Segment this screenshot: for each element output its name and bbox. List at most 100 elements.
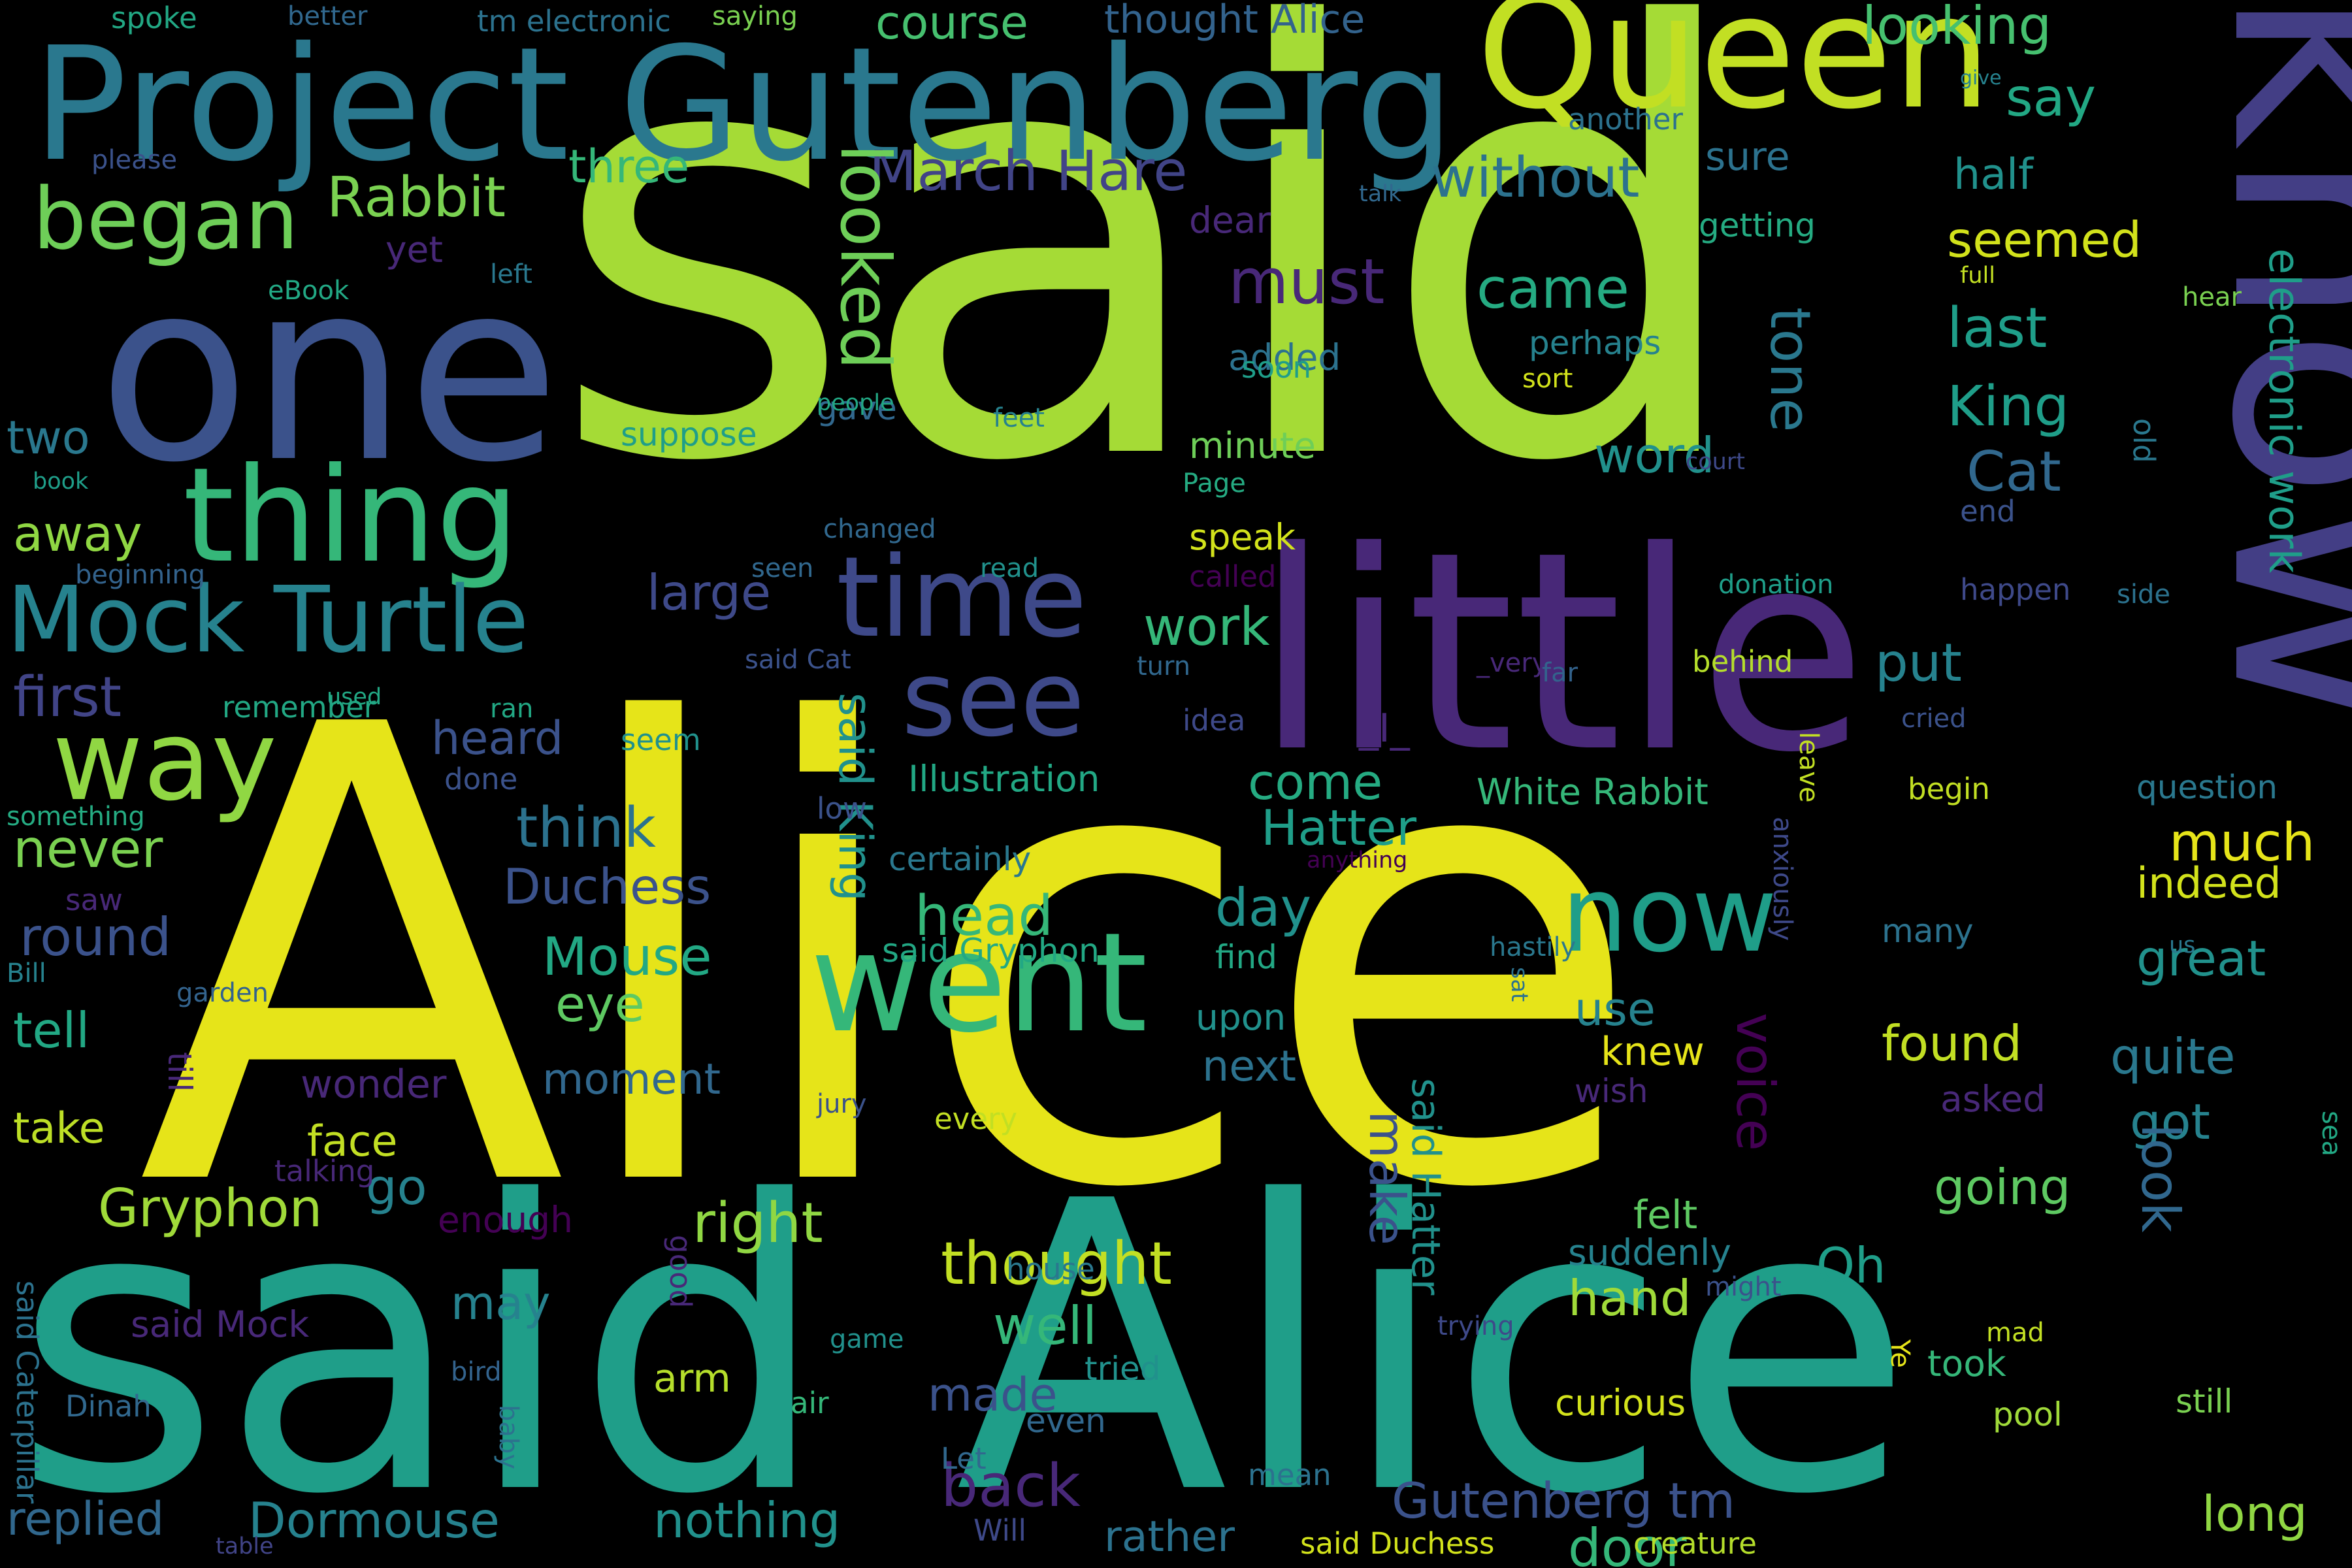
word-page: Page	[1183, 468, 1246, 498]
word-ye: Ye	[1885, 1339, 1915, 1368]
word-began: began	[33, 169, 299, 269]
word-added: added	[1228, 336, 1341, 378]
word-came: came	[1477, 257, 1629, 321]
word-go: go	[366, 1158, 427, 1216]
word-bird: bird	[451, 1357, 502, 1387]
word-trying: trying	[1437, 1311, 1514, 1341]
word-thought: thought	[941, 1230, 1172, 1298]
word-sea: sea	[2316, 1111, 2346, 1156]
word-even: even	[1026, 1402, 1106, 1440]
word-garden: garden	[176, 978, 269, 1008]
word-let: Let	[941, 1441, 987, 1476]
word-right: right	[693, 1191, 823, 1256]
word-said-duchess: said Duchess	[1300, 1526, 1495, 1561]
word-getting: getting	[1699, 206, 1816, 244]
word-electronic-work: electronic work	[2259, 248, 2308, 574]
word-three: three	[568, 140, 690, 193]
word-nothing: nothing	[653, 1492, 841, 1549]
word-first: first	[13, 665, 122, 730]
word-come: come	[1248, 753, 1383, 811]
word-dinah: Dinah	[65, 1389, 152, 1424]
word-never: never	[13, 819, 163, 879]
word-may: may	[451, 1277, 551, 1330]
word-jury: jury	[817, 1089, 867, 1119]
word-large: large	[647, 564, 772, 621]
word-replied: replied	[7, 1492, 165, 1546]
word-one: one	[98, 227, 561, 517]
word-mean: mean	[1248, 1458, 1331, 1492]
word-round: round	[20, 907, 172, 968]
word-wonder: wonder	[301, 1062, 447, 1107]
word-table: table	[216, 1533, 274, 1560]
word-every: every	[934, 1102, 1018, 1136]
word-head: head	[915, 884, 1054, 949]
word-court: court	[1686, 449, 1745, 475]
word-leave: leave	[1793, 732, 1823, 803]
word-think: think	[516, 796, 656, 860]
word-much: much	[2169, 812, 2315, 873]
word-march-hare: March Hare	[869, 139, 1188, 204]
word-behind: behind	[1692, 644, 1793, 679]
word-mock-turtle: Mock Turtle	[7, 567, 529, 674]
word-full: full	[1960, 263, 1995, 289]
word-now: now	[1561, 853, 1778, 975]
word-beginning: beginning	[75, 560, 206, 590]
word-work: work	[1143, 596, 1270, 657]
word-said-alice: said Alice	[13, 1117, 1914, 1568]
word-king: King	[1947, 374, 2070, 439]
word-tried: tried	[1085, 1350, 1161, 1388]
word-changed: changed	[823, 514, 936, 544]
word-idea: idea	[1183, 703, 1246, 738]
word-bill: Bill	[7, 958, 46, 988]
word-rabbit: Rabbit	[327, 165, 506, 230]
word-alice: Alice	[137, 595, 1646, 1325]
word-little: little	[1254, 493, 1867, 813]
word-said-mock: said Mock	[131, 1303, 310, 1345]
word-said-hatter: said Hatter	[1403, 1078, 1448, 1296]
word-went: went	[810, 903, 1148, 1063]
word-another: another	[1568, 102, 1683, 137]
word-sort: sort	[1522, 364, 1573, 394]
word-half: half	[1953, 150, 2033, 199]
word-last: last	[1947, 296, 2048, 361]
word-anxiously: anxiously	[1767, 817, 1797, 941]
word-minute: minute	[1189, 425, 1316, 466]
word-creature: creature	[1633, 1526, 1757, 1561]
word-look: look	[2130, 1124, 2191, 1233]
word-use: use	[1575, 983, 1656, 1036]
word-mouse: Mouse	[542, 926, 712, 987]
word-talking: talking	[274, 1154, 375, 1188]
word-donation: donation	[1718, 570, 1834, 600]
word-called: called	[1189, 559, 1277, 594]
word-mad: mad	[1986, 1318, 2044, 1348]
word-very: _very_	[1477, 648, 1561, 678]
word-way: way	[52, 696, 277, 826]
word-will: Will	[973, 1513, 1027, 1548]
word-game: game	[830, 1324, 904, 1354]
word-word: word	[1594, 427, 1715, 484]
word-please: please	[91, 145, 178, 175]
word-away: away	[13, 505, 142, 563]
word-hear: hear	[2182, 282, 2242, 312]
word-enough: enough	[438, 1199, 573, 1241]
word-hatter: Hatter	[1261, 799, 1417, 857]
word-question: question	[2136, 768, 2278, 806]
word-seem: seem	[621, 723, 701, 757]
word-tell: tell	[13, 1002, 90, 1059]
word-said-gryphon: said Gryphon	[882, 932, 1100, 970]
word-people: people	[817, 390, 894, 416]
word-certainly: certainly	[889, 840, 1032, 878]
word-end: end	[1960, 494, 2016, 529]
word-air: air	[791, 1386, 829, 1420]
word-asked: asked	[1940, 1078, 2046, 1120]
word-got: got	[2130, 1093, 2210, 1151]
word-tone: tone	[1757, 307, 1822, 433]
word-seemed: seemed	[1947, 211, 2142, 269]
word-tm-electronic: tm electronic	[477, 4, 671, 39]
word-saw: saw	[65, 883, 123, 917]
word-put: put	[1875, 632, 1962, 693]
word-talk: talk	[1359, 181, 1402, 207]
word-far: far	[1542, 658, 1578, 688]
word-i: _I_	[1359, 706, 1410, 751]
